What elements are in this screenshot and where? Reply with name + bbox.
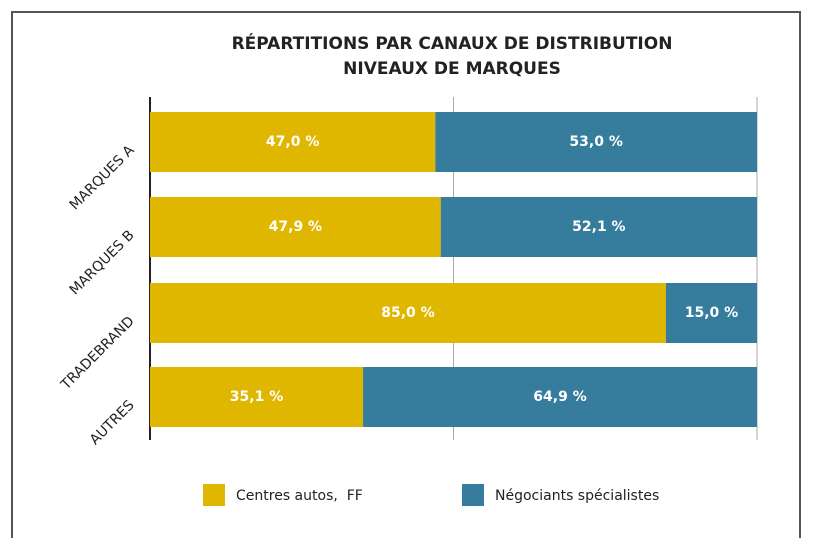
bar (440, 197, 757, 257)
bar (363, 367, 757, 427)
chart-title: RÉPARTITIONS PAR CANAUX DE DISTRIBUTION (232, 32, 673, 54)
value-label: 52,1 % (572, 219, 625, 235)
value-label: 85,0 % (381, 305, 434, 321)
frame (11, 11, 801, 538)
legend-label: Centres autos, FF (236, 488, 363, 504)
legend-label: Négociants spécialistes (495, 488, 659, 504)
y-tick-label: MARQUES A (67, 142, 138, 213)
bar (665, 283, 757, 343)
legend-swatch (203, 484, 225, 506)
bar (435, 112, 757, 172)
bar (150, 112, 436, 172)
y-tick-label: AUTRES (87, 397, 138, 448)
legend-swatch (462, 484, 484, 506)
value-label: 15,0 % (685, 305, 738, 321)
y-tick-label: MARQUES B (67, 227, 138, 298)
value-label: 35,1 % (230, 389, 283, 405)
value-label: 64,9 % (533, 389, 586, 405)
bar (150, 367, 364, 427)
value-label: 47,0 % (266, 134, 319, 150)
bar (150, 283, 666, 343)
value-label: 53,0 % (569, 134, 622, 150)
y-tick-label: TRADEBRAND (57, 313, 137, 393)
value-label: 47,9 % (269, 219, 322, 235)
chart-subtitle: NIVEAUX DE MARQUES (343, 59, 561, 79)
bar (150, 197, 441, 257)
